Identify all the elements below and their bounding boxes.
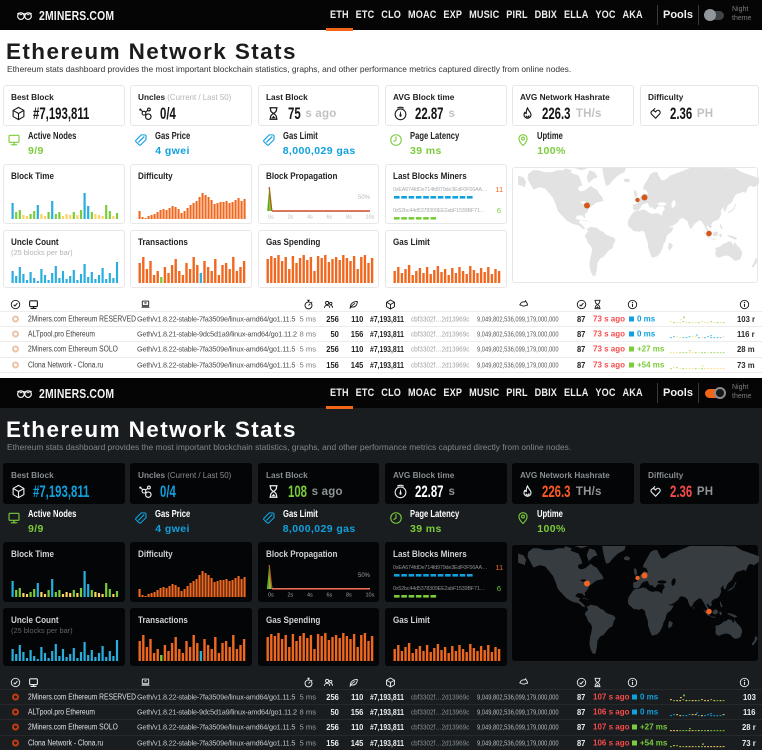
svg-text:10s: 10s <box>365 215 374 220</box>
svg-text:0s: 0s <box>268 215 274 220</box>
svg-text:4s: 4s <box>307 215 313 220</box>
svg-text:10s: 10s <box>365 593 374 598</box>
svg-text:6s: 6s <box>326 593 332 598</box>
svg-text:2s: 2s <box>287 593 293 598</box>
svg-text:8s: 8s <box>346 593 352 598</box>
svg-text:50%: 50% <box>358 195 371 201</box>
svg-text:8s: 8s <box>346 215 352 220</box>
svg-text:2s: 2s <box>287 215 293 220</box>
svg-text:4s: 4s <box>307 593 313 598</box>
svg-text:0s: 0s <box>268 593 274 598</box>
svg-text:6s: 6s <box>326 215 332 220</box>
svg-text:50%: 50% <box>358 573 371 579</box>
